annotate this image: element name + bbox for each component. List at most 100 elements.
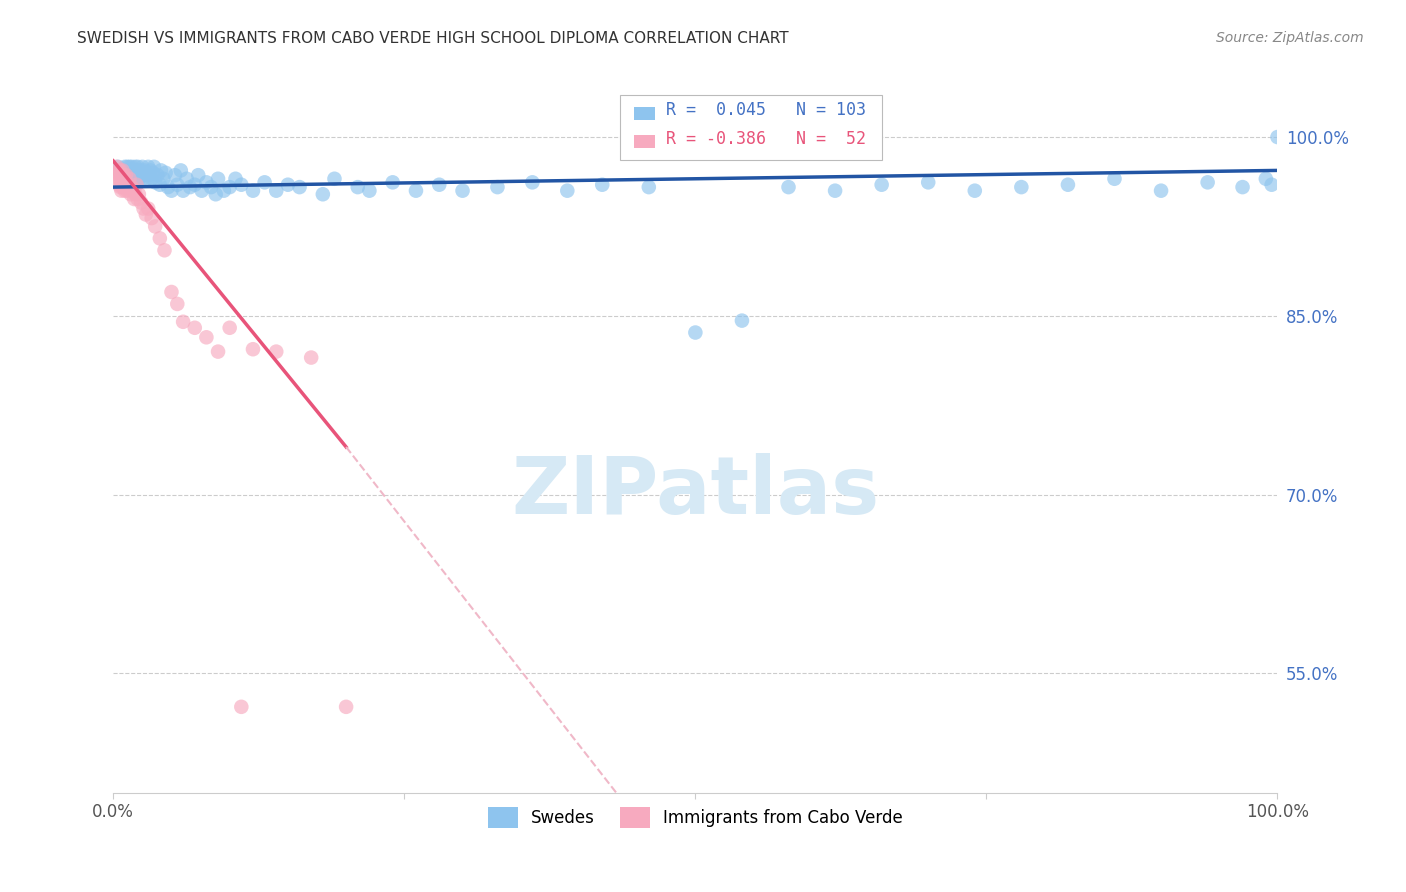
Point	[122, 192, 145, 206]
Point	[110, 168, 132, 182]
Point	[176, 171, 198, 186]
Point	[1232, 180, 1254, 194]
Point	[128, 187, 150, 202]
Point	[231, 178, 253, 192]
Point	[184, 320, 207, 334]
Point	[120, 187, 142, 202]
Point	[225, 171, 247, 186]
Point	[917, 175, 939, 189]
Point	[207, 171, 229, 186]
Point	[134, 163, 156, 178]
Point	[427, 178, 450, 192]
Point	[124, 187, 146, 202]
Point	[138, 168, 160, 182]
Point	[129, 166, 152, 180]
Point	[522, 175, 544, 189]
Point	[170, 163, 193, 178]
Point	[107, 160, 129, 174]
Point	[112, 168, 135, 182]
Point	[120, 175, 142, 189]
Point	[115, 184, 138, 198]
Point	[1150, 184, 1173, 198]
Point	[153, 244, 176, 258]
Text: ZIPatlas: ZIPatlas	[512, 453, 880, 532]
Point	[963, 184, 986, 198]
Point	[1057, 178, 1080, 192]
Point	[115, 166, 138, 180]
Point	[117, 178, 139, 192]
Point	[124, 160, 146, 174]
Point	[110, 166, 132, 180]
Text: R = -0.386   N =  52: R = -0.386 N = 52	[666, 130, 866, 148]
Point	[172, 184, 194, 198]
Point	[111, 163, 134, 178]
Point	[132, 202, 155, 216]
Point	[136, 171, 159, 186]
Point	[146, 168, 169, 182]
Point	[125, 171, 148, 186]
Point	[139, 163, 162, 178]
Point	[637, 180, 659, 194]
Point	[231, 699, 253, 714]
Point	[381, 175, 404, 189]
Point	[129, 195, 152, 210]
Point	[118, 168, 141, 182]
Point	[110, 180, 132, 194]
Point	[108, 178, 131, 192]
Point	[299, 351, 322, 365]
Point	[114, 160, 136, 174]
Point	[110, 171, 132, 186]
Point	[242, 343, 264, 357]
Point	[108, 168, 131, 182]
Point	[190, 184, 212, 198]
Point	[112, 171, 135, 186]
Point	[115, 168, 138, 182]
Point	[218, 320, 240, 334]
Point	[110, 184, 132, 198]
Point	[1010, 180, 1032, 194]
Point	[118, 171, 141, 186]
Point	[132, 168, 155, 182]
Point	[143, 219, 166, 234]
Point	[288, 180, 311, 194]
Point	[166, 297, 188, 311]
Point	[122, 184, 145, 198]
Point	[128, 171, 150, 186]
Point	[264, 184, 287, 198]
Point	[163, 168, 186, 182]
Point	[121, 171, 143, 186]
Point	[115, 160, 138, 174]
Point	[172, 315, 194, 329]
Point	[108, 163, 131, 178]
Point	[253, 175, 276, 189]
Point	[122, 166, 145, 180]
Point	[156, 180, 179, 194]
Point	[127, 166, 149, 180]
Point	[195, 175, 218, 189]
Point	[112, 178, 135, 192]
Point	[135, 166, 157, 180]
Point	[117, 163, 139, 178]
Point	[143, 160, 166, 174]
Point	[136, 202, 159, 216]
Point	[218, 180, 240, 194]
Point	[114, 175, 136, 189]
Point	[149, 178, 172, 192]
Point	[107, 166, 129, 180]
Point	[200, 180, 222, 194]
Point	[149, 231, 172, 245]
Point	[111, 180, 134, 194]
Point	[179, 180, 201, 194]
Point	[143, 175, 166, 189]
Point	[685, 326, 707, 340]
Point	[131, 171, 153, 186]
Point	[114, 184, 136, 198]
Point	[107, 171, 129, 186]
Point	[166, 178, 188, 192]
Point	[870, 178, 893, 192]
Point	[127, 192, 149, 206]
Point	[160, 285, 183, 299]
Point	[359, 184, 381, 198]
Point	[141, 171, 163, 186]
Point	[323, 171, 346, 186]
